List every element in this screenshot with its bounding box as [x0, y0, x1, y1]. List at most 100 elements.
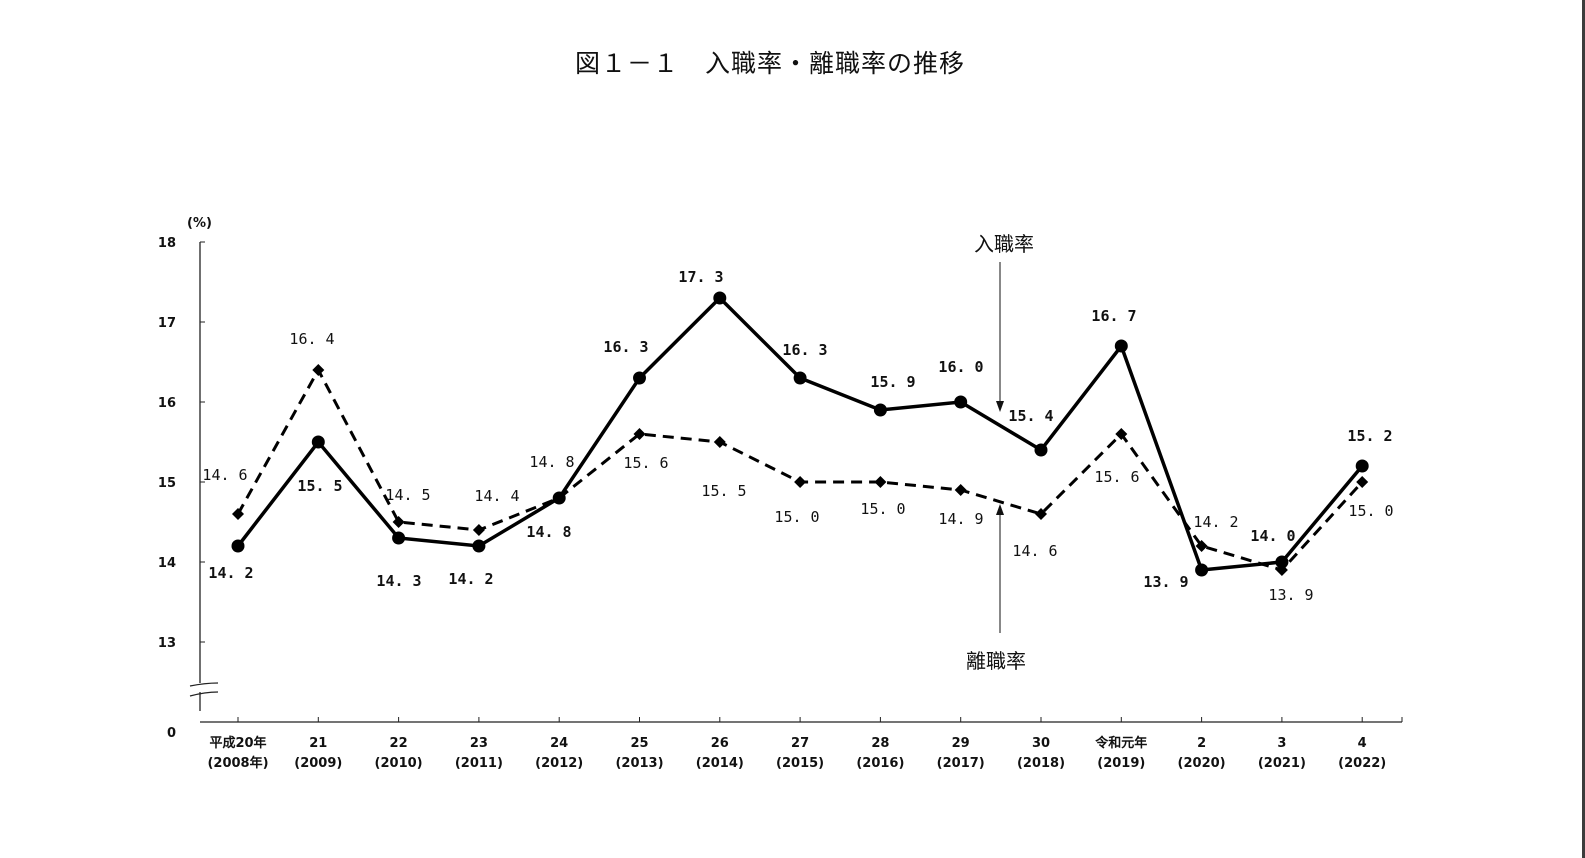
separation-rate-point [472, 524, 485, 536]
x-tick-label-year: (2016) [856, 756, 904, 771]
y-tick-label: 14 [158, 556, 176, 571]
arrow-up-icon [996, 504, 1004, 515]
hiring-rate-point [552, 491, 566, 505]
hiring-rate-data-label: 17. 3 [678, 268, 723, 286]
separation-rate-data-label: 15. 6 [1094, 468, 1139, 486]
x-tick-label-year: (2021) [1258, 756, 1306, 771]
separation-rate-data-label: 15. 0 [1348, 502, 1393, 520]
separation-rate-data-label: 15. 0 [774, 508, 819, 526]
x-tick-label: 26 [711, 736, 729, 751]
hiring-rate-data-label: 15. 9 [870, 373, 915, 391]
separation-rate-data-label: 14. 6 [202, 466, 247, 484]
separation-rate-point [954, 484, 967, 496]
hiring-rate-data-label: 14. 2 [448, 570, 493, 588]
x-tick-label: 2 [1197, 736, 1206, 751]
hiring-rate-point [633, 371, 646, 385]
y-tick-label: 15 [158, 476, 176, 491]
x-tick-label-year: (2014) [696, 756, 744, 771]
x-tick-label: 22 [390, 736, 408, 751]
hiring-rate-annotation: 入職率 [974, 232, 1034, 256]
separation-rate-point [1035, 508, 1047, 520]
x-tick-label-year: (2009) [294, 756, 342, 771]
separation-rate-point [794, 476, 807, 488]
x-tick-label-year: (2018) [1017, 756, 1065, 771]
x-tick-label-year: (2017) [937, 756, 985, 771]
separation-rate-point [1195, 540, 1208, 552]
separation-rate-point [713, 436, 726, 448]
separation-rate-point [1115, 428, 1128, 440]
separation-rate-data-label: 14. 6 [1012, 542, 1057, 560]
hiring-rate-point [472, 539, 486, 553]
x-tick-label: 令和元年 [1095, 735, 1147, 751]
hiring-rate-point [1275, 555, 1289, 569]
y-tick-label: 16 [158, 396, 176, 411]
separation-rate-point [392, 516, 405, 528]
separation-rate-point [1356, 476, 1369, 488]
x-tick-label: 28 [871, 736, 889, 751]
hiring-rate-data-label: 15. 2 [1347, 427, 1392, 445]
separation-rate-data-label: 15. 0 [860, 500, 905, 518]
x-tick-label: 24 [550, 736, 568, 751]
separation-rate-data-label: 13. 9 [1268, 586, 1313, 604]
separation-rate-data-label: 15. 5 [701, 482, 746, 500]
separation-rate-data-label: 16. 4 [289, 330, 334, 348]
x-tick-label-year: (2019) [1097, 756, 1145, 771]
x-tick-label: 23 [470, 736, 488, 751]
separation-rate-data-label: 14. 5 [385, 486, 430, 504]
separation-rate-data-label: 14. 2 [1193, 513, 1238, 531]
separation-rate-annotation: 離職率 [966, 649, 1026, 673]
x-tick-label: 25 [630, 736, 648, 751]
x-tick-label: 21 [309, 736, 327, 751]
hiring-rate-data-label: 15. 4 [1008, 407, 1053, 425]
hiring-rate-point [1355, 459, 1369, 473]
y-axis-unit: (%) [187, 216, 212, 231]
hiring-rate-data-label: 13. 9 [1143, 573, 1188, 591]
chart-title: 図１－１ 入職率・離職率の推移 [574, 49, 965, 78]
hiring-rate-data-label: 14. 8 [526, 523, 571, 541]
hiring-rate-data-label: 14. 0 [1250, 527, 1295, 545]
x-tick-label: 4 [1358, 736, 1367, 751]
separation-rate-point [874, 476, 887, 488]
separation-rate-data-label: 14. 9 [938, 510, 983, 528]
x-tick-label-year: (2020) [1178, 756, 1226, 771]
x-tick-label-year: (2012) [535, 756, 583, 771]
hiring-rate-point [873, 403, 887, 417]
hiring-rate-point [231, 539, 245, 553]
arrow-down-icon [996, 401, 1004, 412]
x-tick-label-year: (2010) [375, 756, 423, 771]
separation-rate-point [633, 428, 646, 440]
x-tick-label-year: (2011) [455, 756, 503, 771]
hiring-rate-point [392, 531, 406, 545]
hiring-rate-point [1195, 563, 1209, 577]
x-tick-label-year: (2022) [1338, 756, 1386, 771]
x-tick-label: 29 [952, 736, 970, 751]
hiring-rate-point [311, 435, 325, 449]
hiring-rate-data-label: 14. 3 [376, 572, 421, 590]
axis-break-mark [189, 682, 219, 687]
x-tick-label-year: (2015) [776, 756, 824, 771]
separation-rate-data-label: 15. 6 [623, 454, 668, 472]
x-tick-label: 3 [1277, 736, 1286, 751]
separation-rate-data-label: 14. 4 [474, 487, 519, 505]
hiring-rate-point [1034, 443, 1048, 457]
hiring-rate-point [713, 291, 727, 305]
hiring-rate-data-label: 16. 7 [1091, 307, 1136, 325]
hiring-rate-point [1114, 339, 1128, 353]
separation-rate-point [312, 364, 325, 376]
axis-break-mark [189, 691, 219, 697]
separation-rate-data-label: 14. 8 [529, 453, 574, 471]
hiring-rate-data-label: 14. 2 [208, 564, 253, 582]
x-tick-label-year: (2013) [615, 756, 663, 771]
x-tick-label: 30 [1032, 736, 1050, 751]
y-tick-label: 0 [167, 726, 176, 741]
y-tick-label: 13 [158, 636, 176, 651]
x-tick-label: 平成20年 [209, 735, 266, 751]
hiring-rate-data-label: 16. 3 [603, 338, 648, 356]
y-tick-label: 18 [158, 236, 176, 251]
x-tick-label-year: (2008年) [207, 755, 268, 771]
y-tick-label: 17 [158, 316, 176, 331]
hiring-rate-data-label: 16. 3 [782, 341, 827, 359]
x-tick-label: 27 [791, 736, 809, 751]
hiring-rate-point [954, 395, 968, 409]
